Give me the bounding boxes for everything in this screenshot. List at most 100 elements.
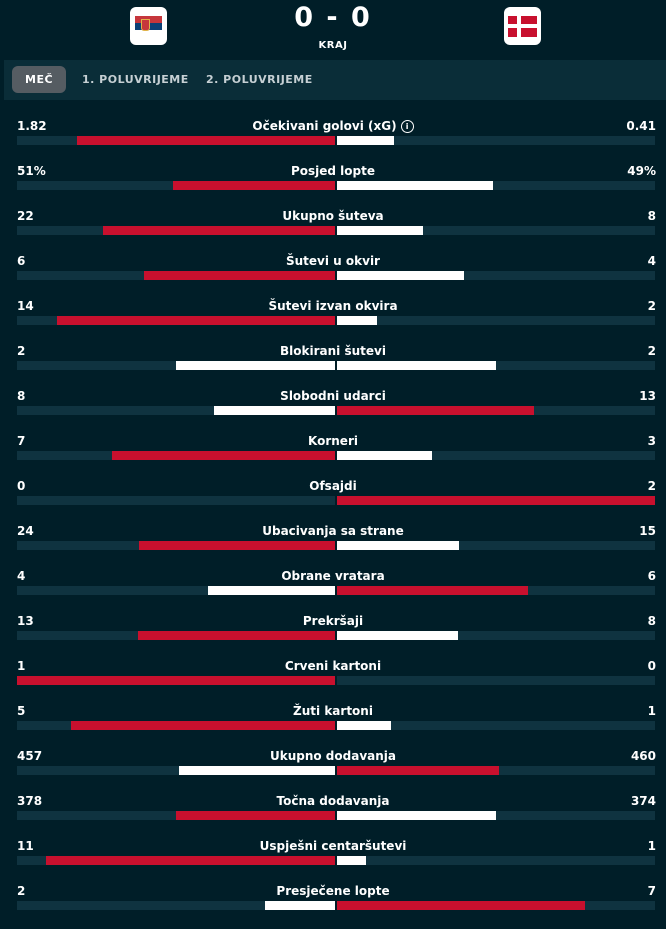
stat-label-text: Očekivani golovi (xG)	[252, 119, 397, 133]
home-bar	[176, 361, 335, 370]
home-bar-track	[17, 901, 335, 910]
stat-row: 5 Žuti kartoni 1	[0, 704, 666, 749]
away-bar-track	[337, 901, 655, 910]
tab-second-half[interactable]: 2. POLUVRIJEME	[206, 73, 313, 86]
away-value: 7	[647, 884, 656, 898]
home-value: 457	[17, 749, 43, 763]
stat-label-text: Prekršaji	[302, 614, 364, 628]
stat-label: Prekršaji	[0, 614, 666, 628]
stat-label: Žuti kartoni	[0, 704, 666, 718]
stat-row: 6 Šutevi u okvir 4	[0, 254, 666, 299]
away-value: 0.41	[626, 119, 656, 133]
away-value: 374	[630, 794, 656, 808]
home-bar-track	[17, 631, 335, 640]
match-header: 0 - 0 KRAJ	[0, 0, 666, 60]
home-bar	[103, 226, 335, 235]
home-bar	[112, 451, 335, 460]
stat-label-text: Posjed lopte	[290, 164, 376, 178]
match-status: KRAJ	[318, 40, 348, 51]
home-bar-track	[17, 721, 335, 730]
tab-first-half[interactable]: 1. POLUVRIJEME	[82, 73, 189, 86]
home-value: 2	[17, 884, 26, 898]
stat-label: Ubacivanja sa strane	[0, 524, 666, 538]
match-score: 0 - 0	[294, 2, 372, 33]
away-value: 0	[647, 659, 656, 673]
away-bar-track	[337, 406, 655, 415]
home-value: 13	[17, 614, 34, 628]
stat-label-text: Crveni kartoni	[284, 659, 382, 673]
info-icon[interactable]: i	[400, 120, 414, 133]
stat-row: 457 Ukupno dodavanja 460	[0, 749, 666, 794]
home-value: 8	[17, 389, 26, 403]
away-bar	[337, 451, 432, 460]
away-bar	[337, 226, 423, 235]
away-value: 6	[647, 569, 656, 583]
stat-label: Ukupno dodavanja	[0, 749, 666, 763]
denmark-flag-icon[interactable]	[504, 7, 541, 45]
home-bar	[138, 631, 335, 640]
away-bar-track	[337, 361, 655, 370]
away-value: 15	[639, 524, 656, 538]
away-bar	[337, 271, 464, 280]
stat-row: 24 Ubacivanja sa strane 15	[0, 524, 666, 569]
away-value: 8	[647, 614, 656, 628]
stat-label: Slobodni udarci	[0, 389, 666, 403]
stat-label-text: Žuti kartoni	[293, 704, 373, 718]
away-bar	[337, 721, 391, 730]
away-bar-track	[337, 811, 655, 820]
home-bar-track	[17, 541, 335, 550]
away-value: 3	[647, 434, 656, 448]
home-bar-track	[17, 811, 335, 820]
home-value: 6	[17, 254, 26, 268]
stat-label: Presječene lopte	[0, 884, 666, 898]
stat-row: 11 Uspješni centaršutevi 1	[0, 839, 666, 884]
away-bar	[337, 496, 655, 505]
away-bar	[337, 811, 496, 820]
away-bar-track	[337, 496, 655, 505]
home-bar-track	[17, 586, 335, 595]
home-bar	[208, 586, 335, 595]
away-bar	[337, 856, 366, 865]
away-bar-track	[337, 136, 655, 145]
tab-match[interactable]: MEČ	[12, 66, 67, 93]
home-value: 1	[17, 659, 26, 673]
away-bar	[337, 541, 459, 550]
stat-row: 0 Ofsajdi 2	[0, 479, 666, 524]
stat-row: 1 Crveni kartoni 0	[0, 659, 666, 704]
away-bar	[337, 361, 496, 370]
home-value: 7	[17, 434, 26, 448]
away-value: 8	[647, 209, 656, 223]
home-bar-track	[17, 316, 335, 325]
home-value: 4	[17, 569, 26, 583]
stat-label-text: Ubacivanja sa strane	[262, 524, 404, 538]
home-value: 51%	[17, 164, 46, 178]
away-value: 2	[647, 479, 656, 493]
home-bar-track	[17, 361, 335, 370]
away-bar-track	[337, 271, 655, 280]
stat-label: Ukupno šuteva	[0, 209, 666, 223]
away-bar	[337, 181, 493, 190]
stat-label: Korneri	[0, 434, 666, 448]
home-bar-track	[17, 136, 335, 145]
home-value: 22	[17, 209, 34, 223]
away-bar-track	[337, 226, 655, 235]
away-bar	[337, 316, 377, 325]
home-bar-track	[17, 181, 335, 190]
home-bar	[265, 901, 335, 910]
away-value: 1	[647, 839, 656, 853]
home-value: 2	[17, 344, 26, 358]
serbia-flag-icon[interactable]	[130, 7, 167, 45]
away-bar	[337, 586, 528, 595]
home-value: 378	[17, 794, 43, 808]
home-value: 5	[17, 704, 26, 718]
stat-label-text: Uspješni centaršutevi	[259, 839, 407, 853]
home-bar	[214, 406, 335, 415]
stat-label-text: Ukupno šuteva	[282, 209, 384, 223]
away-bar	[337, 901, 585, 910]
away-value: 2	[647, 344, 656, 358]
stat-row: 2 Presječene lopte 7	[0, 884, 666, 929]
stat-label: Šutevi izvan okvira	[0, 299, 666, 313]
period-tabs: MEČ 1. POLUVRIJEME 2. POLUVRIJEME	[4, 60, 666, 100]
away-bar-track	[337, 631, 655, 640]
stat-label: Očekivani golovi (xG) i	[0, 119, 666, 133]
